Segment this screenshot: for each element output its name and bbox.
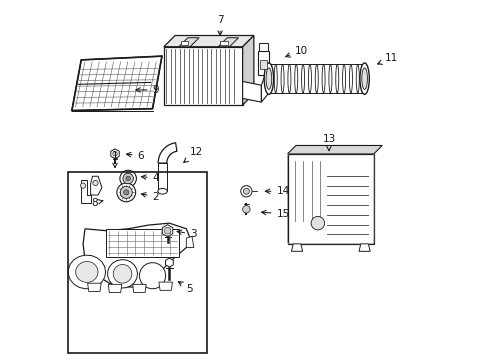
Text: 13: 13 xyxy=(322,134,335,151)
Polygon shape xyxy=(159,282,172,291)
Circle shape xyxy=(123,190,129,195)
Ellipse shape xyxy=(287,64,290,93)
Ellipse shape xyxy=(267,64,270,93)
Polygon shape xyxy=(111,149,119,159)
Circle shape xyxy=(125,176,130,181)
Circle shape xyxy=(120,170,136,187)
Ellipse shape xyxy=(281,64,284,93)
Text: 14: 14 xyxy=(265,186,289,196)
Text: 9: 9 xyxy=(136,85,159,95)
Polygon shape xyxy=(358,244,369,251)
Ellipse shape xyxy=(342,64,345,93)
Bar xyxy=(259,60,266,69)
Text: 2: 2 xyxy=(141,192,159,202)
Text: 1: 1 xyxy=(111,150,118,167)
Text: 3: 3 xyxy=(177,229,196,239)
Ellipse shape xyxy=(356,64,359,93)
Polygon shape xyxy=(87,283,101,292)
Polygon shape xyxy=(83,223,190,287)
Ellipse shape xyxy=(301,64,304,93)
Polygon shape xyxy=(287,154,373,244)
Polygon shape xyxy=(261,64,268,102)
Polygon shape xyxy=(113,265,132,283)
Circle shape xyxy=(240,186,251,197)
Text: 5: 5 xyxy=(178,282,193,294)
Polygon shape xyxy=(158,163,166,191)
Text: 10: 10 xyxy=(285,45,307,57)
Text: 8: 8 xyxy=(91,198,103,207)
Polygon shape xyxy=(90,176,102,195)
Polygon shape xyxy=(81,180,90,203)
Polygon shape xyxy=(218,38,238,47)
Ellipse shape xyxy=(294,64,297,93)
Circle shape xyxy=(122,173,133,184)
Ellipse shape xyxy=(361,68,366,89)
Polygon shape xyxy=(179,38,199,47)
Polygon shape xyxy=(163,36,253,47)
Text: 4: 4 xyxy=(141,173,159,183)
Bar xyxy=(220,41,227,45)
Circle shape xyxy=(93,180,98,186)
Text: 7: 7 xyxy=(216,15,223,35)
Polygon shape xyxy=(163,47,242,105)
Polygon shape xyxy=(105,229,179,257)
Ellipse shape xyxy=(308,64,311,93)
Ellipse shape xyxy=(322,64,325,93)
Circle shape xyxy=(120,186,132,198)
Polygon shape xyxy=(242,81,261,102)
Ellipse shape xyxy=(359,63,368,94)
Polygon shape xyxy=(257,50,268,75)
Bar xyxy=(181,41,188,45)
Ellipse shape xyxy=(158,188,167,194)
Ellipse shape xyxy=(349,64,352,93)
Ellipse shape xyxy=(264,63,273,94)
Polygon shape xyxy=(165,258,173,267)
Circle shape xyxy=(113,152,117,156)
Polygon shape xyxy=(132,284,146,293)
Bar xyxy=(68,172,206,353)
Polygon shape xyxy=(68,255,105,289)
Polygon shape xyxy=(186,236,193,248)
Ellipse shape xyxy=(363,64,366,93)
Ellipse shape xyxy=(274,64,277,93)
Circle shape xyxy=(310,216,324,230)
Polygon shape xyxy=(242,36,253,105)
Circle shape xyxy=(117,183,135,202)
Circle shape xyxy=(81,183,85,188)
Circle shape xyxy=(243,188,249,194)
Text: 6: 6 xyxy=(126,150,144,161)
Polygon shape xyxy=(158,143,177,163)
Polygon shape xyxy=(162,225,172,237)
Ellipse shape xyxy=(328,64,331,93)
Ellipse shape xyxy=(265,68,271,89)
Text: 12: 12 xyxy=(183,147,203,162)
Circle shape xyxy=(164,227,171,234)
Text: 11: 11 xyxy=(377,53,398,64)
Polygon shape xyxy=(291,244,302,251)
Polygon shape xyxy=(258,43,267,50)
Polygon shape xyxy=(107,260,137,288)
Ellipse shape xyxy=(335,64,338,93)
Ellipse shape xyxy=(315,64,318,93)
Text: 15: 15 xyxy=(261,209,289,219)
Polygon shape xyxy=(108,284,122,293)
Polygon shape xyxy=(287,145,382,154)
Polygon shape xyxy=(72,56,162,111)
Polygon shape xyxy=(76,261,98,283)
Circle shape xyxy=(242,206,250,213)
Polygon shape xyxy=(139,262,165,289)
